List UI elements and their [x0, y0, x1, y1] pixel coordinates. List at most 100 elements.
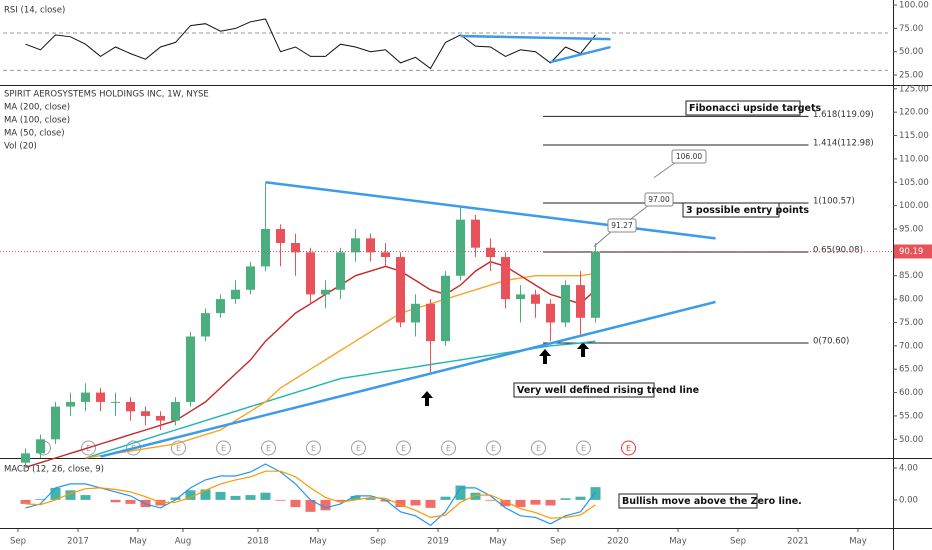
histogram-bar: [485, 499, 496, 501]
trend-line: [460, 34, 611, 41]
y-tick-label: 110.00: [899, 154, 929, 164]
histogram-bar: [590, 487, 601, 500]
candle-body: [246, 266, 255, 290]
histogram-bar: [470, 492, 481, 500]
callout-label: 91.27: [611, 221, 633, 230]
earnings-marker: [486, 440, 501, 456]
y-tick-label: 85.00: [899, 271, 923, 281]
note: Very well defined rising trend line: [517, 385, 699, 396]
y-tick-label: 4.00: [899, 463, 918, 473]
y-tick-label: 50.00: [899, 47, 923, 57]
candle-body: [171, 401, 180, 421]
macd-title: MACD (12, 26, close, 9): [4, 465, 104, 475]
macd-line: [25, 470, 596, 519]
candle-body: [381, 252, 390, 258]
note-box: [513, 382, 655, 398]
arrows: [421, 342, 589, 406]
moving-average: [25, 260, 596, 468]
y-tick-label: 70.00: [899, 341, 923, 351]
x-tick-label: May: [489, 537, 507, 547]
candle-body: [336, 252, 345, 290]
candle-body: [156, 415, 165, 421]
candle-body: [561, 285, 570, 323]
histogram-bar: [215, 491, 226, 500]
histogram-bar: [20, 499, 31, 504]
fib-label: 1.414(112.98): [813, 138, 874, 148]
candle-body: [261, 229, 270, 267]
y-tick-label: 80.00: [899, 295, 923, 305]
histogram-bar: [200, 489, 211, 500]
candle-body: [591, 251, 600, 318]
fib-label: 0.65(90.08): [813, 245, 863, 255]
y-tick-label: 75.00: [899, 24, 923, 34]
histogram-bar: [320, 499, 331, 511]
earnings-label: E: [311, 444, 316, 453]
candle-body: [456, 219, 465, 276]
histogram-bar: [260, 492, 271, 500]
earnings-marker: [351, 440, 366, 456]
candle-body: [36, 439, 45, 454]
x-tick-label: 2017: [67, 537, 89, 547]
callout-box: [671, 149, 707, 164]
moving-average: [85, 272, 596, 459]
earnings-marker: [576, 440, 591, 456]
earnings-label: E: [86, 444, 91, 453]
candle-body: [576, 285, 585, 318]
candle-body: [501, 257, 510, 300]
legend-entry: MA (200, close): [4, 103, 70, 113]
legend-entry: MA (50, close): [4, 129, 65, 139]
arrow: [539, 349, 551, 364]
candle-body: [516, 294, 525, 300]
histogram-bar: [395, 499, 406, 508]
earnings-label: E: [491, 444, 496, 453]
histogram-bar: [230, 495, 241, 500]
note-box: [682, 202, 780, 218]
candle-body: [471, 219, 480, 248]
candle-body: [321, 289, 330, 295]
callout-box: [644, 192, 674, 207]
histogram-bar: [35, 499, 46, 500]
rsi-line: [25, 18, 596, 70]
x-tick-label: Sep: [370, 537, 386, 547]
candle-body: [141, 411, 150, 416]
histogram-bar: [425, 499, 436, 508]
earnings-label: E: [356, 444, 361, 453]
histogram-bar: [245, 495, 256, 500]
earnings-label: E: [536, 444, 541, 453]
histogram-bar: [575, 496, 586, 500]
candle-body: [396, 257, 405, 323]
y-tick-label: 95.00: [899, 225, 923, 235]
rsi-title: RSI (14, close): [4, 6, 65, 16]
earnings-label: E: [176, 444, 181, 453]
y-tick-label: 100.00: [899, 1, 929, 11]
earnings-label: E: [626, 444, 631, 453]
histogram-bar: [335, 499, 346, 502]
candle-body: [366, 238, 375, 253]
candle-body: [231, 289, 240, 300]
candle-body: [276, 229, 285, 244]
candle-body: [126, 401, 135, 412]
histogram-bar: [290, 499, 301, 508]
histogram-bar: [125, 499, 136, 504]
arrow: [577, 342, 589, 357]
candle-body: [486, 247, 495, 258]
y-tick-label: 75.00: [899, 318, 923, 328]
histogram-bar: [500, 499, 511, 507]
x-tick-label: Sep: [550, 537, 566, 547]
y-tick-label: 115.00: [899, 131, 929, 141]
histogram-bar: [65, 490, 76, 500]
note: 3 possible entry points: [686, 205, 809, 216]
candle-body: [186, 336, 195, 402]
histogram-bar: [350, 495, 361, 500]
histogram-bar: [410, 499, 421, 506]
candle-body: [531, 294, 540, 304]
y-tick-label: 125.00: [899, 84, 929, 94]
candle-body: [306, 252, 315, 295]
macd-line: [25, 463, 596, 527]
callout-label: 97.00: [648, 195, 670, 204]
earnings-marker: [621, 440, 636, 456]
candle-body: [51, 406, 60, 440]
histogram-bar: [515, 499, 526, 508]
last-price-label: 90.19: [899, 247, 923, 257]
x-tick-label: 2020: [607, 537, 629, 547]
